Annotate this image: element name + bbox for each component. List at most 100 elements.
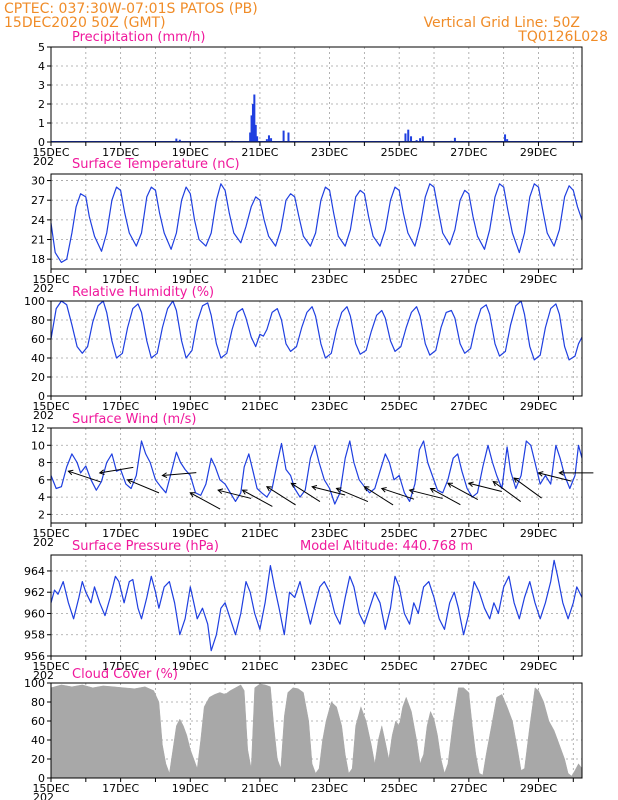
x-tick-label: 25DEC [381, 400, 418, 413]
series-line-wind [50, 440, 583, 505]
x-tick-label: 15DEC [32, 400, 69, 413]
y-tick-label: 80 [31, 696, 45, 709]
y-tick-label: 12 [31, 422, 45, 435]
precip-bar [251, 104, 254, 142]
precip-bar [421, 136, 424, 142]
x-tick-label: 23DEC [311, 782, 348, 795]
x-tick-label: 19DEC [172, 400, 209, 413]
wind-arrow-head [311, 484, 318, 491]
wind-arrow-head [429, 487, 436, 493]
panel-title-pressure: Surface Pressure (hPa) [72, 539, 219, 554]
y-tick-label: 2 [38, 98, 45, 111]
precip-bar [282, 130, 285, 142]
wind-arrow-head [467, 481, 474, 488]
wind-arrow-head [492, 480, 499, 487]
x-tick-label: 15DEC [32, 782, 69, 795]
precip-bar [256, 136, 259, 142]
x-tick-label: 23DEC [311, 660, 348, 673]
y-tick-label: 24 [31, 214, 45, 227]
precip-bar [265, 139, 268, 142]
series-line-temperature [50, 183, 583, 263]
precip-bar [249, 132, 252, 142]
precip-bar [250, 115, 253, 142]
panel-frame-cloud-cover [50, 682, 583, 779]
panel-title-precipitation: Precipitation (mm/h) [72, 30, 205, 45]
precip-bar [453, 137, 456, 142]
y-tick-label: 21 [31, 234, 45, 247]
precip-bar [287, 132, 290, 142]
x-tick-label: 19DEC [172, 782, 209, 795]
wind-arrow [364, 486, 394, 506]
x-tick-label: 19DEC [172, 527, 209, 540]
wind-arrow [68, 470, 101, 483]
y-tick-label: 40 [31, 734, 45, 747]
x-year-label: 202 [33, 282, 54, 295]
panel-temperature: Surface Temperature (nC) 18 21 24 27 30 15DEC 1… [31, 157, 583, 295]
wind-arrow-head [408, 488, 415, 494]
precip-bar [254, 124, 257, 142]
y-tick-label: 27 [31, 194, 45, 207]
x-tick-label: 15DEC [32, 660, 69, 673]
wind-arrow [162, 472, 197, 476]
wind-arrow-head [380, 487, 387, 493]
panel-title-cloud-cover: Cloud Cover (%) [72, 667, 178, 682]
panel-frame-temperature [50, 173, 583, 270]
y-tick-label: 100 [24, 677, 45, 690]
y-tick-label: 960 [24, 607, 45, 620]
x-tick-label: 29DEC [520, 782, 557, 795]
wind-arrow [409, 489, 443, 499]
x-tick-label: 27DEC [450, 273, 487, 286]
wind-arrow-head [266, 486, 272, 492]
x-tick-label: 21DEC [241, 146, 278, 159]
x-tick-label: 25DEC [381, 146, 418, 159]
x-tick-label: 25DEC [381, 273, 418, 286]
x-tick-label: 25DEC [381, 527, 418, 540]
panel-annotation-pressure: Model Altitude: 440.768 m [300, 539, 473, 554]
wind-arrow-head [98, 469, 105, 476]
y-tick-label: 60 [31, 333, 45, 346]
panel-title-wind: Surface Wind (m/s) [72, 412, 196, 427]
x-tick-label: 27DEC [450, 527, 487, 540]
precip-bar [504, 134, 507, 142]
series-line-pressure [50, 559, 583, 652]
wind-arrow [381, 487, 415, 500]
precip-bar [253, 94, 256, 142]
x-tick-label: 29DEC [520, 660, 557, 673]
x-tick-label: 19DEC [172, 146, 209, 159]
x-year-label: 202 [33, 536, 54, 549]
precip-bar [506, 139, 509, 142]
x-year-label: 202 [33, 155, 54, 168]
wind-arrow-head [558, 470, 564, 476]
y-tick-label: 5 [38, 41, 45, 54]
wind-arrow-head [217, 488, 224, 494]
wind-arrow-head [161, 472, 168, 478]
header-run-time: 15DEC2020 50Z (GMT) [4, 15, 166, 31]
y-tick-label: 4 [38, 491, 45, 504]
y-tick-label: 20 [31, 753, 45, 766]
wind-arrow [430, 488, 461, 506]
wind-arrow [242, 489, 273, 507]
x-tick-label: 17DEC [102, 660, 139, 673]
panel-wind: Surface Wind (m/s) 2 4 6 8 10 12 15DEC 17DEC 19DE… [31, 412, 594, 549]
y-tick-label: 80 [31, 314, 45, 327]
panel-cloud-cover: Cloud Cover (%) 0 20 40 60 80 100 15DEC 17DEC 19D… [24, 667, 583, 800]
x-tick-label: 17DEC [102, 146, 139, 159]
y-tick-label: 0 [38, 772, 45, 785]
panel-title-temperature: Surface Temperature (nC) [72, 157, 240, 172]
x-tick-label: 19DEC [172, 660, 209, 673]
panel-precipitation: Precipitation (mm/h) 0 1 2 3 4 5 15DEC 17DEC 19DE… [32, 30, 583, 168]
x-tick-label: 23DEC [311, 146, 348, 159]
header-grid-line: Vertical Grid Line: 50Z [424, 15, 580, 31]
panel-frame-precipitation [50, 46, 583, 143]
wind-arrow-head [363, 486, 370, 492]
panel-frame-wind [50, 427, 583, 524]
y-tick-label: 0 [38, 136, 45, 149]
x-tick-label: 23DEC [311, 527, 348, 540]
wind-arrow [513, 477, 542, 499]
x-tick-label: 21DEC [241, 660, 278, 673]
x-tick-label: 27DEC [450, 400, 487, 413]
wind-arrow [218, 489, 252, 499]
x-year-label: 202 [33, 409, 54, 422]
y-tick-label: 30 [31, 175, 45, 188]
y-tick-label: 60 [31, 715, 45, 728]
